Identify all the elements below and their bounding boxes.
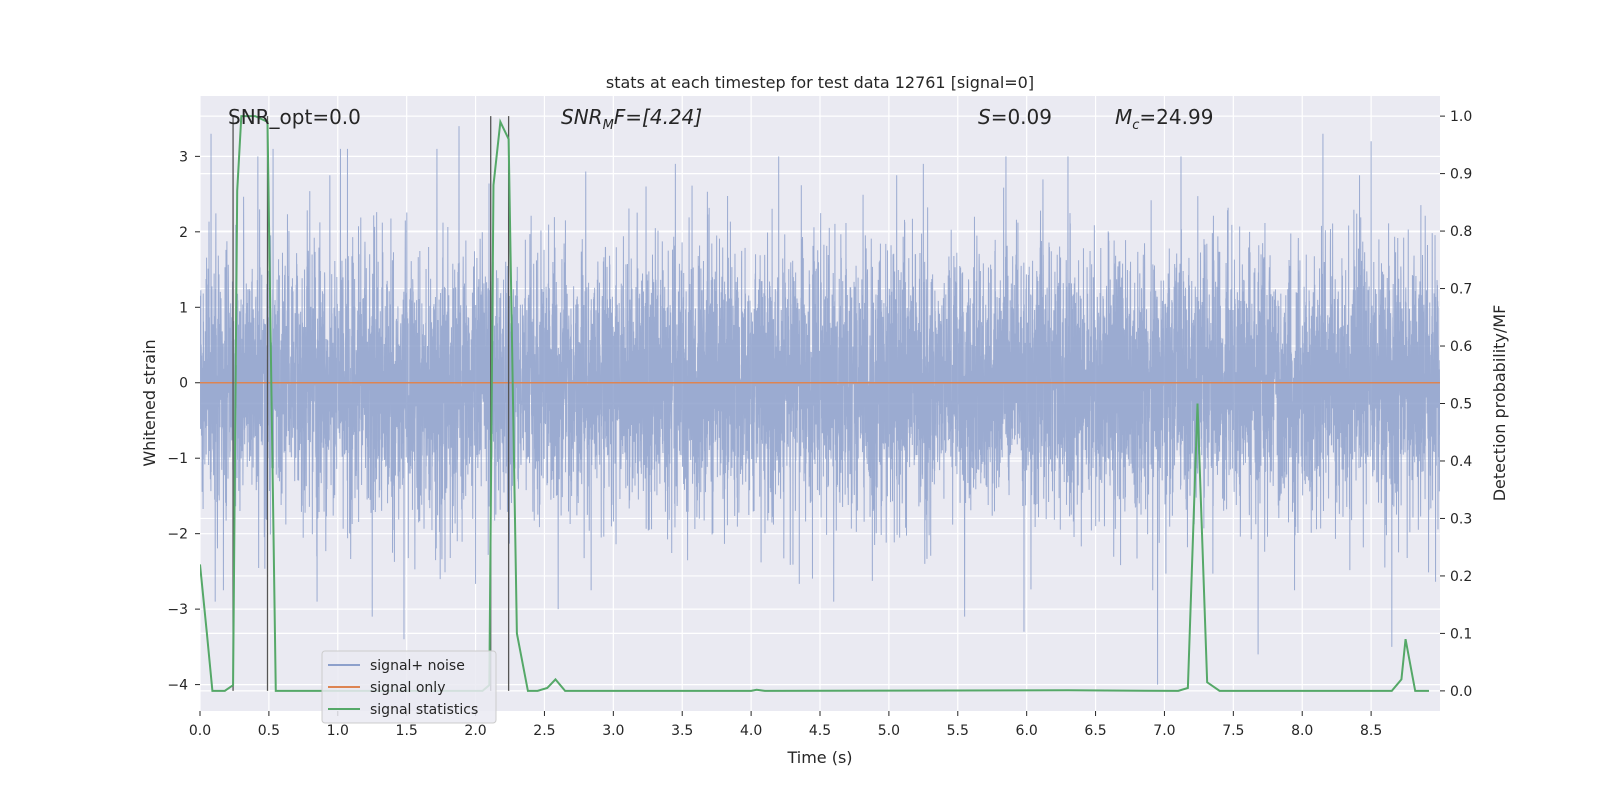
y-left-tick-label: 3: [179, 149, 188, 165]
y-left-axis-ticks: 3 2 1 0 −1 −2 −3 −4: [167, 149, 200, 694]
y-left-tick-label: −2: [167, 527, 188, 543]
x-tick-label: 6.0: [1016, 723, 1038, 739]
legend-label-signal-statistics: signal statistics: [370, 702, 478, 718]
annotation-snr-opt: SNR_opt=0.0: [228, 105, 361, 129]
x-tick-label: 8.0: [1291, 723, 1313, 739]
legend-label-signal-only: signal only: [370, 680, 445, 696]
x-tick-label: 2.0: [464, 723, 486, 739]
x-tick-label: 3.0: [602, 723, 624, 739]
chart-title: stats at each timestep for test data 127…: [606, 73, 1034, 92]
y-right-tick-label: 1.0: [1450, 109, 1472, 125]
annotation-snr-mf: SNRMF=[4.24]: [561, 105, 702, 133]
y-right-tick-label: 0.9: [1450, 167, 1472, 183]
x-tick-label: 7.5: [1222, 723, 1244, 739]
y-right-tick-label: 0.2: [1450, 569, 1472, 585]
x-tick-label: 1.0: [327, 723, 349, 739]
y-left-tick-label: 2: [179, 225, 188, 241]
x-tick-label: 3.5: [671, 723, 693, 739]
x-tick-label: 6.5: [1084, 723, 1106, 739]
y-right-tick-label: 0.1: [1450, 626, 1472, 642]
plot-series-layer: [200, 115, 1440, 692]
annotation-s: S=0.09: [978, 105, 1052, 129]
x-tick-label: 4.0: [740, 723, 762, 739]
y-right-axis-label: Detection probability/MF: [1490, 305, 1509, 502]
x-axis-ticks: 0.0 0.5 1.0 1.5 2.0 2.5 3.0 3.5 4.0 4.5 5.0 5.5 6.0 6…: [189, 711, 1382, 739]
y-right-tick-label: 0.0: [1450, 684, 1472, 700]
annotation-s-rest: =0.09: [991, 105, 1052, 129]
annotation-mc: Mc=24.99: [1115, 105, 1213, 133]
legend-label-signal-plus-noise: signal+ noise: [370, 658, 465, 674]
annotation-mc-var: M: [1115, 105, 1132, 129]
x-tick-label: 4.5: [809, 723, 831, 739]
y-right-tick-label: 0.6: [1450, 339, 1472, 355]
x-tick-label: 0.0: [189, 723, 211, 739]
y-left-tick-label: 1: [179, 300, 188, 316]
annotation-snr-mf-rest: F=[4.24]: [614, 105, 702, 129]
legend-box: [321, 650, 497, 724]
annotation-snr-mf-sub: M: [603, 118, 614, 133]
y-left-tick-label: −3: [167, 602, 188, 618]
y-left-axis-label: Whitened strain: [140, 339, 159, 466]
x-tick-label: 7.0: [1153, 723, 1175, 739]
x-tick-label: 8.5: [1360, 723, 1382, 739]
annotation-s-var: S: [978, 105, 991, 129]
annotation-snr-mf-main: SNR: [561, 105, 603, 129]
y-right-tick-label: 0.4: [1450, 454, 1472, 470]
x-tick-label: 0.5: [258, 723, 280, 739]
x-tick-label: 2.5: [533, 723, 555, 739]
x-tick-label: 1.5: [396, 723, 418, 739]
y-right-tick-label: 0.5: [1450, 397, 1472, 413]
y-right-axis-ticks: 1.0 0.9 0.8 0.7 0.6 0.5 0.4 0.3 0.2 0.1 0.0: [1440, 109, 1472, 700]
y-right-tick-label: 0.7: [1450, 282, 1472, 298]
x-tick-label: 5.0: [878, 723, 900, 739]
legend: signal+ noise signal only signal statist…: [321, 650, 497, 724]
annotation-mc-rest: =24.99: [1139, 105, 1213, 129]
series-signal-plus-noise: [200, 126, 1440, 685]
y-left-tick-label: 0: [179, 376, 188, 392]
y-right-tick-label: 0.8: [1450, 224, 1472, 240]
y-left-tick-label: −4: [167, 678, 188, 694]
x-tick-label: 5.5: [947, 723, 969, 739]
x-axis-label: Time (s): [786, 748, 852, 767]
annotation-mc-sub: c: [1132, 118, 1139, 133]
y-left-tick-label: −1: [167, 451, 188, 467]
y-right-tick-label: 0.3: [1450, 511, 1472, 527]
series-signal-statistics: [200, 115, 1429, 692]
